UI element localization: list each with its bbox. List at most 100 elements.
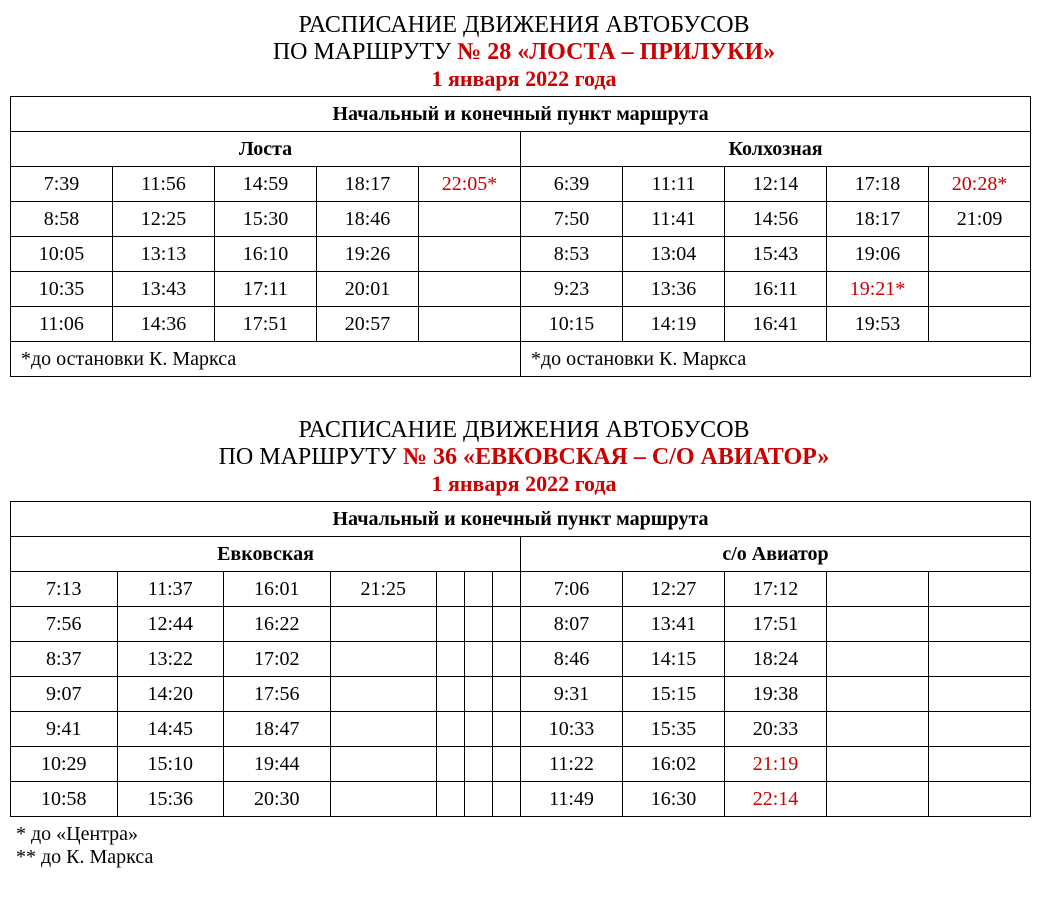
time-cell: 18:24 <box>725 642 827 677</box>
time-cell <box>493 712 521 747</box>
right-stop-header: с/о Авиатор <box>521 537 1031 572</box>
time-cell: 19:38 <box>725 677 827 712</box>
time-cell <box>437 782 465 817</box>
time-cell <box>493 677 521 712</box>
time-cell <box>929 572 1031 607</box>
time-cell: 13:04 <box>623 237 725 272</box>
time-cell: 15:35 <box>623 712 725 747</box>
time-cell <box>493 642 521 677</box>
table-row: 8:5812:2515:3018:467:5011:4114:5618:1721… <box>11 202 1031 237</box>
schedule-block: РАСПИСАНИЕ ДВИЖЕНИЯ АВТОБУСОВПО МАРШРУТУ… <box>10 417 1038 869</box>
time-cell <box>437 572 465 607</box>
time-cell: 18:47 <box>224 712 331 747</box>
time-cell <box>465 747 493 782</box>
time-cell <box>465 782 493 817</box>
time-cell <box>493 782 521 817</box>
time-cell: 14:36 <box>113 307 215 342</box>
time-cell: 14:15 <box>623 642 725 677</box>
time-cell: 10:35 <box>11 272 113 307</box>
time-cell <box>465 572 493 607</box>
time-cell: 18:17 <box>827 202 929 237</box>
time-cell: 14:19 <box>623 307 725 342</box>
table-row: 10:3513:4317:1120:019:2313:3616:1119:21* <box>11 272 1031 307</box>
time-cell: 7:06 <box>521 572 623 607</box>
time-cell: 8:37 <box>11 642 118 677</box>
time-cell: 13:22 <box>117 642 224 677</box>
time-cell: 19:26 <box>317 237 419 272</box>
time-cell: 16:11 <box>725 272 827 307</box>
time-cell: 15:30 <box>215 202 317 237</box>
time-cell <box>929 607 1031 642</box>
time-cell <box>465 677 493 712</box>
route-label: № 28 «ЛОСТА – ПРИЛУКИ» <box>457 39 775 65</box>
time-cell <box>437 642 465 677</box>
time-cell: 20:01 <box>317 272 419 307</box>
time-cell <box>929 642 1031 677</box>
time-cell <box>330 747 437 782</box>
time-cell <box>437 677 465 712</box>
time-cell: 17:11 <box>215 272 317 307</box>
title-line-2: ПО МАРШРУТУ № 28 «ЛОСТА – ПРИЛУКИ» <box>10 39 1038 66</box>
time-cell: 21:25 <box>330 572 437 607</box>
time-cell: 13:41 <box>623 607 725 642</box>
time-cell: 16:41 <box>725 307 827 342</box>
time-cell: 17:02 <box>224 642 331 677</box>
time-cell <box>827 747 929 782</box>
time-cell: 18:46 <box>317 202 419 237</box>
footnote-line: * до «Центра» <box>16 823 1038 846</box>
time-cell: 12:25 <box>113 202 215 237</box>
time-cell: 17:56 <box>224 677 331 712</box>
time-cell <box>493 572 521 607</box>
table-row: 8:3713:2217:028:4614:1518:24 <box>11 642 1031 677</box>
time-cell: 17:18 <box>827 167 929 202</box>
table-row: 11:0614:3617:5120:5710:1514:1916:4119:53 <box>11 307 1031 342</box>
time-cell: 17:51 <box>215 307 317 342</box>
time-cell <box>330 712 437 747</box>
time-cell: 17:12 <box>725 572 827 607</box>
time-cell: 20:30 <box>224 782 331 817</box>
time-cell: 7:39 <box>11 167 113 202</box>
time-cell: 10:29 <box>11 747 118 782</box>
time-cell <box>827 782 929 817</box>
right-stop-header: Колхозная <box>521 132 1031 167</box>
schedule-table: Начальный и конечный пункт маршрутаЕвков… <box>10 501 1031 817</box>
time-cell: 7:56 <box>11 607 118 642</box>
time-cell: 11:37 <box>117 572 224 607</box>
schedule-table: Начальный и конечный пункт маршрутаЛоста… <box>10 96 1031 377</box>
title-date: 1 января 2022 года <box>10 66 1038 92</box>
time-cell: 15:15 <box>623 677 725 712</box>
time-cell: 21:09 <box>929 202 1031 237</box>
time-cell <box>827 572 929 607</box>
time-cell: 16:10 <box>215 237 317 272</box>
time-cell: 10:05 <box>11 237 113 272</box>
time-cell: 15:36 <box>117 782 224 817</box>
time-cell: 8:58 <box>11 202 113 237</box>
time-cell: 19:06 <box>827 237 929 272</box>
time-cell: 22:05* <box>419 167 521 202</box>
footnote-line: ** до К. Маркса <box>16 846 1038 869</box>
time-cell <box>929 782 1031 817</box>
time-cell: 10:15 <box>521 307 623 342</box>
footnote-right: *до остановки К. Маркса <box>521 342 1031 377</box>
time-cell: 10:33 <box>521 712 623 747</box>
time-cell <box>465 712 493 747</box>
route-prefix: ПО МАРШРУТУ <box>273 39 457 65</box>
time-cell: 8:53 <box>521 237 623 272</box>
time-cell: 13:36 <box>623 272 725 307</box>
time-cell <box>419 202 521 237</box>
time-cell: 21:19 <box>725 747 827 782</box>
time-cell: 14:20 <box>117 677 224 712</box>
table-row: 9:0714:2017:569:3115:1519:38 <box>11 677 1031 712</box>
time-cell: 16:01 <box>224 572 331 607</box>
time-cell <box>929 237 1031 272</box>
time-cell <box>419 237 521 272</box>
time-cell <box>419 307 521 342</box>
route-prefix: ПО МАРШРУТУ <box>219 444 403 470</box>
time-cell <box>827 677 929 712</box>
table-row: 10:5815:3620:3011:4916:3022:14 <box>11 782 1031 817</box>
time-cell: 9:07 <box>11 677 118 712</box>
time-cell: 16:02 <box>623 747 725 782</box>
time-cell <box>465 642 493 677</box>
time-cell <box>330 782 437 817</box>
time-cell: 20:28* <box>929 167 1031 202</box>
